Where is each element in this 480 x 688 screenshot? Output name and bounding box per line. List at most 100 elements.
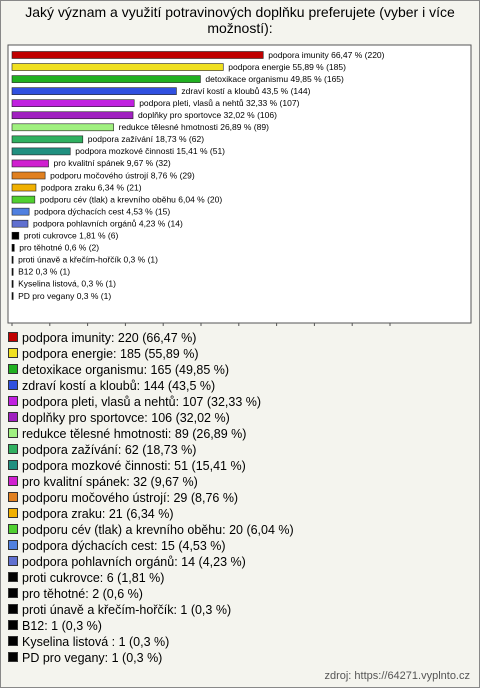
- bar-label: podporu močového ústrojí 8,76 % (29): [50, 170, 195, 180]
- legend-label: podpora energie: 185 (55,89 %): [22, 347, 199, 361]
- source: zdroj: https://64271.vyplnto.cz: [324, 670, 470, 682]
- bar: [11, 183, 37, 192]
- bar: [11, 171, 46, 180]
- legend-label: Kyselina listová : 1 (0,3 %): [22, 635, 170, 649]
- bar: [11, 256, 14, 264]
- bar: [11, 87, 177, 95]
- bar-label: doplňky pro sportovce 32,02 % (106): [138, 110, 277, 120]
- legend-swatch: [8, 652, 18, 662]
- legend-item: podpora mozkové činnosti: 51 (15,41 %): [8, 458, 294, 474]
- bar: [11, 51, 264, 59]
- legend-item: PD pro vegany: 1 (0,3 %): [8, 650, 294, 666]
- legend-item: B12: 1 (0,3 %): [8, 618, 294, 634]
- legend-label: podpora zraku: 21 (6,34 %): [22, 507, 174, 521]
- bar: [11, 99, 135, 108]
- legend-item: pro kvalitní spánek: 32 (9,67 %): [8, 474, 294, 490]
- legend-item: podporu cév (tlak) a krevního oběhu: 20 …: [8, 522, 294, 538]
- legend-label: B12: 1 (0,3 %): [22, 619, 102, 633]
- legend-swatch: [8, 476, 18, 486]
- bar: [11, 195, 36, 204]
- legend-item: podpora energie: 185 (55,89 %): [8, 346, 294, 362]
- chart: 0%10%20%30%40%50%60%70%80%90%100%podpora…: [7, 44, 472, 326]
- bar: [11, 231, 20, 240]
- bar-label: podporu cév (tlak) a krevního oběhu 6,04…: [40, 194, 223, 204]
- legend-swatch: [8, 540, 18, 550]
- bar-label: podpora pohlavních orgánů 4,23 % (14): [33, 218, 183, 228]
- legend-swatch: [8, 620, 18, 630]
- bar-label: PD pro vegany 0,3 % (1): [18, 291, 111, 301]
- legend-item: podpora pohlavních orgánů: 14 (4,23 %): [8, 554, 294, 570]
- legend-swatch: [8, 492, 18, 502]
- legend-swatch: [8, 412, 18, 422]
- bar-label: podpora dýchacích cest 4,53 % (15): [34, 206, 170, 216]
- legend-swatch: [8, 428, 18, 438]
- legend-label: podpora imunity: 220 (66,47 %): [22, 331, 197, 345]
- bar: [11, 135, 84, 144]
- legend-item: zdraví kostí a kloubů: 144 (43,5 %): [8, 378, 294, 394]
- legend-label: podpora zažívání: 62 (18,73 %): [22, 443, 197, 457]
- bar-label: proti cukrovce 1,81 % (6): [24, 231, 119, 241]
- bar: [11, 207, 30, 216]
- legend-item: redukce tělesné hmotnosti: 89 (26,89 %): [8, 426, 294, 442]
- legend-item: Kyselina listová : 1 (0,3 %): [8, 634, 294, 650]
- bar-label: zdraví kostí a kloubů 43,5 % (144): [181, 86, 310, 96]
- bar-label: Kyselina listová, 0,3 % (1): [18, 279, 116, 289]
- legend-label: zdraví kostí a kloubů: 144 (43,5 %): [22, 379, 216, 393]
- legend-item: podporu močového ústrojí: 29 (8,76 %): [8, 490, 294, 506]
- legend-swatch: [8, 508, 18, 518]
- bar: [11, 159, 49, 168]
- legend-item: podpora zraku: 21 (6,34 %): [8, 506, 294, 522]
- bar: [11, 147, 71, 156]
- legend-item: pro těhotné: 2 (0,6 %): [8, 586, 294, 602]
- legend-swatch: [8, 364, 18, 374]
- legend: podpora imunity: 220 (66,47 %) podpora en…: [8, 330, 294, 666]
- legend-label: doplňky pro sportovce: 106 (32,02 %): [22, 411, 230, 425]
- bar: [11, 75, 201, 83]
- bar-label: pro těhotné 0,6 % (2): [19, 243, 99, 253]
- legend-label: podpora mozkové činnosti: 51 (15,41 %): [22, 459, 246, 473]
- legend-label: detoxikace organismu: 165 (49,85 %): [22, 363, 230, 377]
- legend-swatch: [8, 572, 18, 582]
- legend-label: podpora pleti, vlasů a nehtů: 107 (32,33…: [22, 395, 262, 409]
- legend-item: doplňky pro sportovce: 106 (32,02 %): [8, 410, 294, 426]
- bar: [11, 244, 15, 252]
- bar-label: podpora energie 55,89 % (185): [228, 62, 346, 72]
- legend-label: PD pro vegany: 1 (0,3 %): [22, 651, 163, 665]
- legend-label: podporu cév (tlak) a krevního oběhu: 20 …: [22, 523, 294, 537]
- legend-swatch: [8, 556, 18, 566]
- bar-label: podpora mozkové činnosti 15,41 % (51): [75, 146, 225, 156]
- legend-label: redukce tělesné hmotnosti: 89 (26,89 %): [22, 427, 247, 441]
- legend-label: pro těhotné: 2 (0,6 %): [22, 587, 143, 601]
- bar: [11, 219, 29, 228]
- legend-item: podpora imunity: 220 (66,47 %): [8, 330, 294, 346]
- bar: [11, 123, 114, 132]
- legend-swatch: [8, 636, 18, 646]
- legend-swatch: [8, 604, 18, 614]
- bar-label: proti únavě a křečím-hořčík 0,3 % (1): [18, 255, 158, 265]
- legend-swatch: [8, 588, 18, 598]
- legend-swatch: [8, 332, 18, 342]
- legend-label: proti cukrovce: 6 (1,81 %): [22, 571, 165, 585]
- legend-item: podpora pleti, vlasů a nehtů: 107 (32,33…: [8, 394, 294, 410]
- bar-label: detoxikace organismu 49,85 % (165): [205, 74, 344, 84]
- bar-label: podpora imunity 66,47 % (220): [268, 50, 384, 60]
- legend-swatch: [8, 396, 18, 406]
- bar-label: pro kvalitní spánek 9,67 % (32): [54, 158, 171, 168]
- bar-label: redukce tělesné hmotnosti 26,89 % (89): [119, 122, 269, 132]
- legend-item: proti únavě a křečím-hořčík: 1 (0,3 %): [8, 602, 294, 618]
- bar: [11, 268, 14, 276]
- legend-item: proti cukrovce: 6 (1,81 %): [8, 570, 294, 586]
- bar-label: podpora zažívání 18,73 % (62): [88, 134, 204, 144]
- legend-label: podpora dýchacích cest: 15 (4,53 %): [22, 539, 226, 553]
- bar-label: podpora pleti, vlasů a nehtů 32,33 % (10…: [139, 98, 299, 108]
- legend-swatch: [8, 460, 18, 470]
- legend-item: podpora dýchacích cest: 15 (4,53 %): [8, 538, 294, 554]
- legend-label: podpora pohlavních orgánů: 14 (4,23 %): [22, 555, 246, 569]
- bar: [11, 63, 224, 71]
- legend-swatch: [8, 380, 18, 390]
- legend-swatch: [8, 444, 18, 454]
- legend-item: podpora zažívání: 62 (18,73 %): [8, 442, 294, 458]
- bar: [11, 292, 14, 300]
- bar-label: podpora zraku 6,34 % (21): [41, 182, 142, 192]
